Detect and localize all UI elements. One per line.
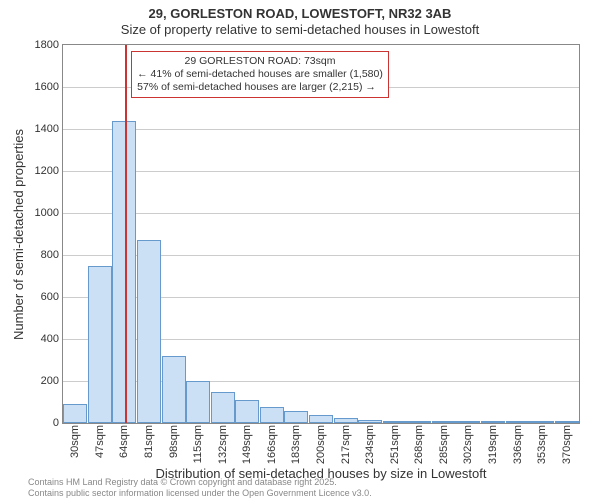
y-tick-label: 1600 [19, 81, 63, 93]
histogram-bar [481, 421, 505, 423]
histogram-bar [358, 420, 382, 423]
x-tick-label: 200sqm [315, 425, 327, 464]
attribution-line1: Contains HM Land Registry data © Crown c… [28, 477, 372, 487]
y-tick-label: 1400 [19, 123, 63, 135]
histogram-bar [63, 404, 87, 423]
x-tick-label: 98sqm [168, 425, 180, 458]
y-axis-label: Number of semi-detached properties [11, 129, 26, 340]
plot-area: 29 GORLESTON ROAD: 73sqm ← 41% of semi-d… [62, 44, 580, 424]
y-tick-label: 800 [19, 249, 63, 261]
bars-layer [63, 45, 579, 423]
x-tick-label: 183sqm [290, 425, 302, 464]
histogram-bar [334, 418, 358, 423]
y-tick-label: 1000 [19, 207, 63, 219]
histogram-bar [506, 421, 530, 423]
histogram-bar [211, 392, 235, 424]
y-tick-label: 400 [19, 333, 63, 345]
x-tick-label: 166sqm [266, 425, 278, 464]
histogram-bar [162, 356, 186, 423]
y-axis-label-container: Number of semi-detached properties [10, 44, 26, 424]
x-tick-label: 302sqm [462, 425, 474, 464]
annotation-line2: ← 41% of semi-detached houses are smalle… [137, 68, 383, 81]
histogram-bar [383, 421, 407, 423]
histogram-bar [260, 407, 284, 423]
x-tick-label: 285sqm [438, 425, 450, 464]
x-tick-label: 319sqm [487, 425, 499, 464]
histogram-bar [137, 240, 161, 423]
histogram-bar [309, 415, 333, 423]
marker-line [125, 45, 127, 423]
x-tick-label: 30sqm [69, 425, 81, 458]
histogram-bar [555, 421, 579, 423]
y-tick-label: 1200 [19, 165, 63, 177]
histogram-bar [284, 411, 308, 423]
x-tick-label: 234sqm [364, 425, 376, 464]
histogram-bar [407, 421, 431, 423]
y-tick-label: 1800 [19, 39, 63, 51]
histogram-bar [432, 421, 456, 423]
x-tick-label: 47sqm [94, 425, 106, 458]
histogram-bar [530, 421, 554, 423]
x-tick-label: 217sqm [340, 425, 352, 464]
chart-subtitle: Size of property relative to semi-detach… [0, 22, 600, 37]
x-tick-label: 64sqm [118, 425, 130, 458]
x-tick-label: 149sqm [241, 425, 253, 464]
x-tick-label: 251sqm [389, 425, 401, 464]
x-tick-label: 115sqm [192, 425, 204, 463]
annotation-line3: 57% of semi-detached houses are larger (… [137, 81, 383, 94]
y-tick-label: 200 [19, 375, 63, 387]
y-tick-label: 0 [19, 417, 63, 429]
annotation-box: 29 GORLESTON ROAD: 73sqm ← 41% of semi-d… [131, 51, 389, 98]
x-tick-label: 81sqm [143, 425, 155, 458]
y-tick-label: 600 [19, 291, 63, 303]
x-tick-label: 353sqm [536, 425, 548, 464]
attribution-line2: Contains public sector information licen… [28, 488, 372, 498]
x-tick-label: 268sqm [413, 425, 425, 464]
histogram-bar [235, 400, 259, 423]
histogram-bar [88, 266, 112, 424]
x-tick-label: 336sqm [512, 425, 524, 464]
attribution: Contains HM Land Registry data © Crown c… [28, 477, 372, 498]
histogram-bar [186, 381, 210, 423]
annotation-line1: 29 GORLESTON ROAD: 73sqm [137, 55, 383, 68]
x-tick-label: 132sqm [217, 425, 229, 464]
histogram-bar [456, 421, 480, 423]
chart-title: 29, GORLESTON ROAD, LOWESTOFT, NR32 3AB [0, 6, 600, 21]
x-tick-label: 370sqm [561, 425, 573, 464]
